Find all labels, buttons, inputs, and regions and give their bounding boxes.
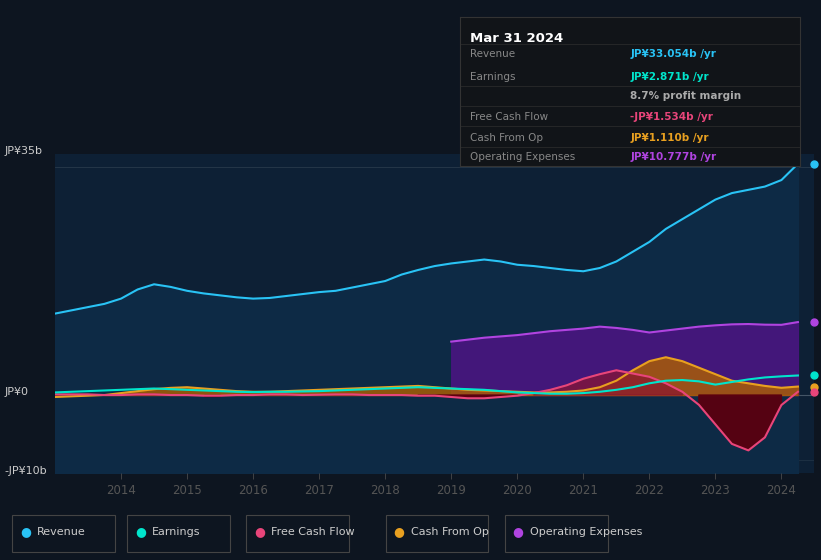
Text: Cash From Op: Cash From Op: [470, 133, 543, 143]
Text: Operating Expenses: Operating Expenses: [530, 527, 642, 537]
Text: 8.7% profit margin: 8.7% profit margin: [631, 91, 741, 101]
Text: JP¥10.777b /yr: JP¥10.777b /yr: [631, 152, 716, 162]
Text: Earnings: Earnings: [152, 527, 200, 537]
Text: Cash From Op: Cash From Op: [410, 527, 488, 537]
Text: Operating Expenses: Operating Expenses: [470, 152, 576, 162]
Text: JP¥0: JP¥0: [4, 387, 28, 397]
Text: ●: ●: [254, 525, 265, 539]
Text: -JP¥1.534b /yr: -JP¥1.534b /yr: [631, 112, 713, 122]
Text: ●: ●: [393, 525, 405, 539]
Text: ●: ●: [512, 525, 524, 539]
Text: Free Cash Flow: Free Cash Flow: [271, 527, 355, 537]
Text: -JP¥10b: -JP¥10b: [4, 466, 47, 476]
Text: ●: ●: [135, 525, 146, 539]
Text: JP¥1.110b /yr: JP¥1.110b /yr: [631, 133, 709, 143]
Text: JP¥33.054b /yr: JP¥33.054b /yr: [631, 49, 716, 59]
Text: Revenue: Revenue: [470, 49, 515, 59]
Text: ●: ●: [20, 525, 31, 539]
Text: Earnings: Earnings: [470, 72, 516, 82]
Text: Mar 31 2024: Mar 31 2024: [470, 32, 563, 45]
Text: JP¥35b: JP¥35b: [4, 146, 42, 156]
Text: Revenue: Revenue: [37, 527, 85, 537]
Text: JP¥2.871b /yr: JP¥2.871b /yr: [631, 72, 709, 82]
Text: Free Cash Flow: Free Cash Flow: [470, 112, 548, 122]
